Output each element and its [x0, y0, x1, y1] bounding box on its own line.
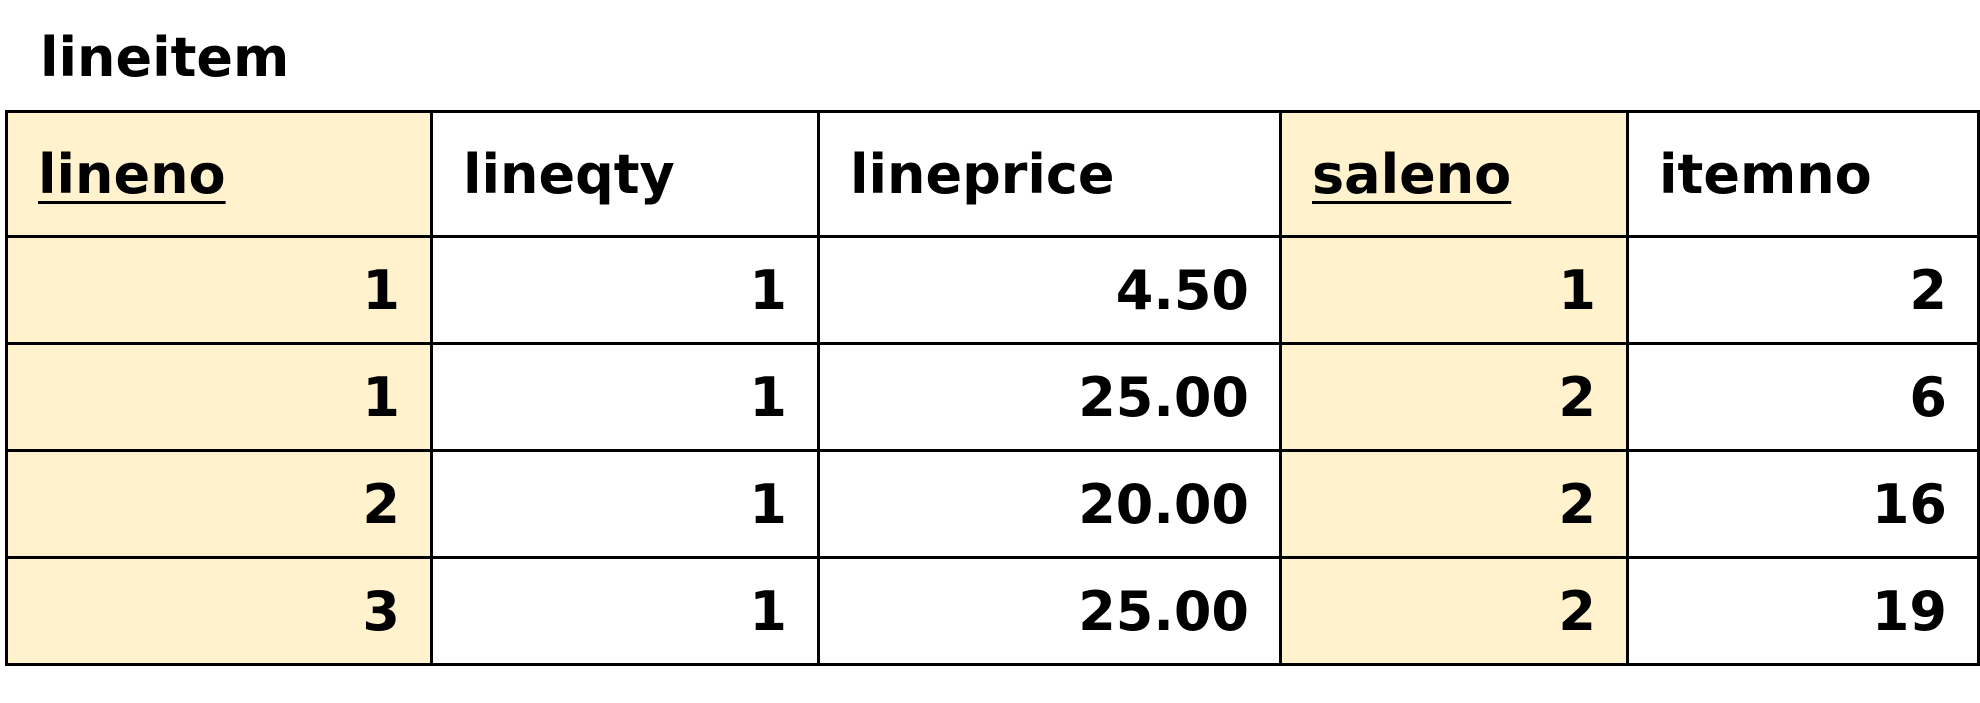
column-header-label: lineno	[38, 142, 226, 206]
table-title: lineitem	[40, 26, 290, 89]
column-header-lineprice: lineprice	[817, 110, 1282, 238]
cell-lineno: 1	[5, 342, 433, 452]
column-header-saleno: saleno	[1279, 110, 1629, 238]
table-row: 3 1 25.00 2 19	[5, 556, 1980, 666]
cell-lineqty: 1	[430, 449, 820, 559]
column-header-label: itemno	[1659, 142, 1872, 206]
table-row: 2 1 20.00 2 16	[5, 449, 1980, 559]
cell-lineprice: 4.50	[817, 235, 1282, 345]
header-row: lineno lineqty lineprice saleno itemno	[5, 110, 1980, 238]
cell-lineqty: 1	[430, 235, 820, 345]
cell-lineqty: 1	[430, 556, 820, 666]
cell-itemno: 6	[1626, 342, 1980, 452]
cell-lineno: 1	[5, 235, 433, 345]
column-header-itemno: itemno	[1626, 110, 1980, 238]
column-header-lineno: lineno	[5, 110, 433, 238]
column-header-label: saleno	[1312, 142, 1512, 206]
table-row: 1 1 4.50 1 2	[5, 235, 1980, 345]
cell-lineprice: 20.00	[817, 449, 1282, 559]
cell-itemno: 2	[1626, 235, 1980, 345]
cell-lineno: 3	[5, 556, 433, 666]
cell-lineqty: 1	[430, 342, 820, 452]
column-header-label: lineqty	[463, 142, 675, 206]
lineitem-table: lineno lineqty lineprice saleno itemno 1…	[5, 110, 1980, 666]
table-row: 1 1 25.00 2 6	[5, 342, 1980, 452]
cell-itemno: 19	[1626, 556, 1980, 666]
cell-saleno: 2	[1279, 556, 1629, 666]
cell-saleno: 1	[1279, 235, 1629, 345]
cell-lineno: 2	[5, 449, 433, 559]
cell-saleno: 2	[1279, 342, 1629, 452]
cell-lineprice: 25.00	[817, 556, 1282, 666]
column-header-label: lineprice	[850, 142, 1115, 206]
cell-itemno: 16	[1626, 449, 1980, 559]
column-header-lineqty: lineqty	[430, 110, 820, 238]
cell-lineprice: 25.00	[817, 342, 1282, 452]
cell-saleno: 2	[1279, 449, 1629, 559]
